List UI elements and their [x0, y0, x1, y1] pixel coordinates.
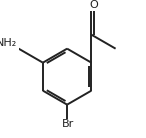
Text: NH₂: NH₂: [0, 38, 18, 48]
Text: O: O: [90, 0, 98, 10]
Text: Br: Br: [62, 119, 74, 129]
